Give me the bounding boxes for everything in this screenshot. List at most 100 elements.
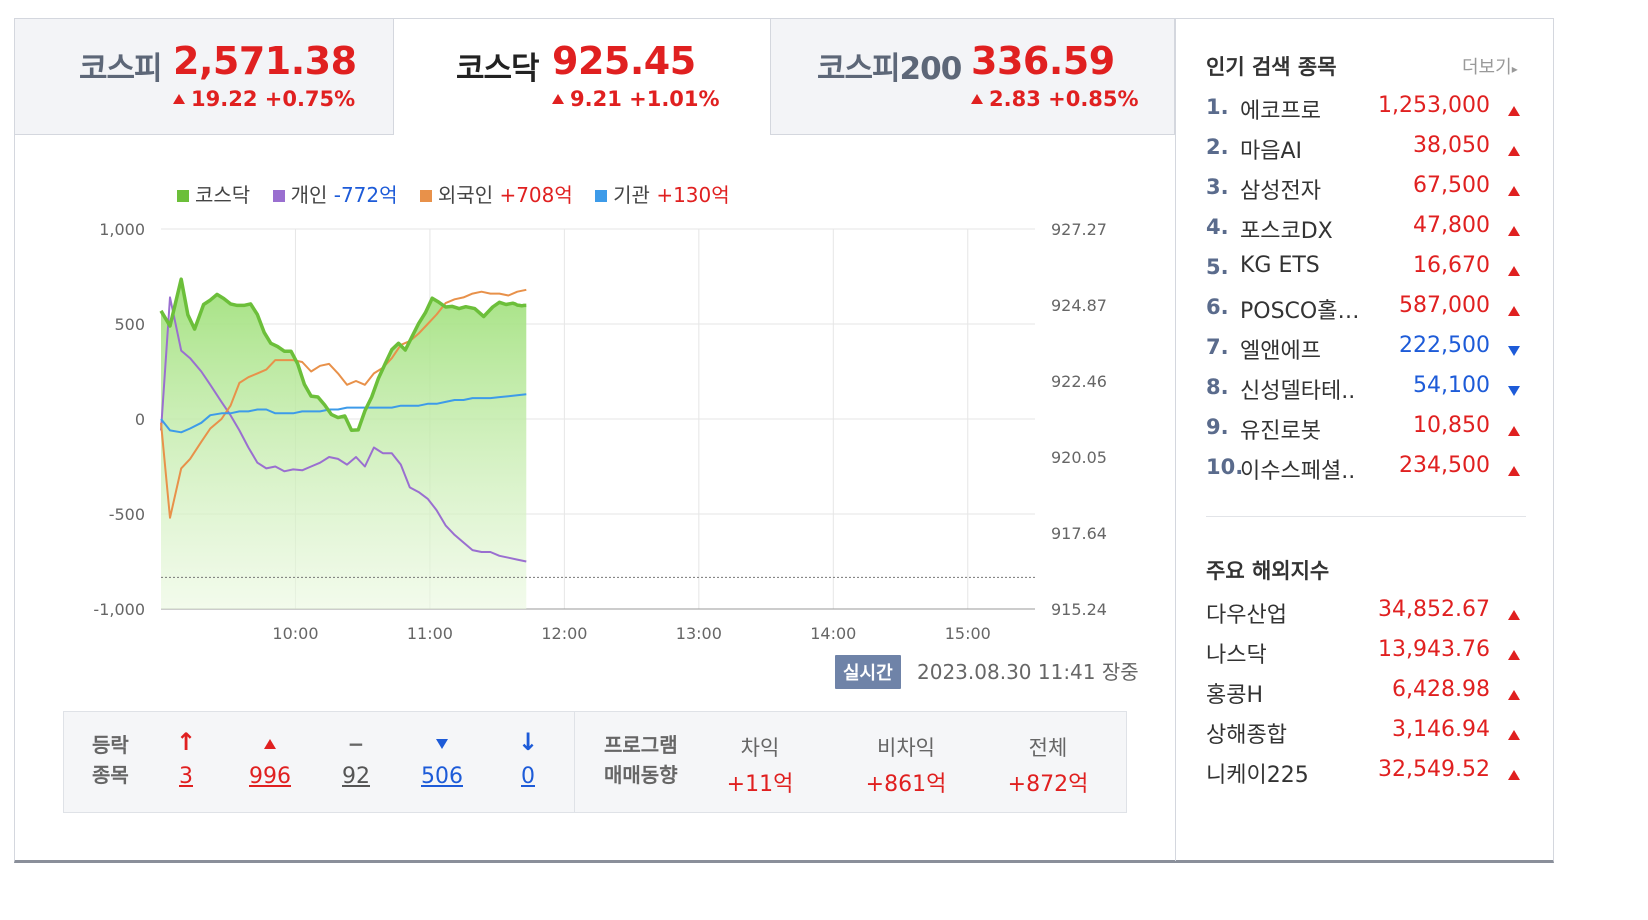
list-item[interactable]: 니케이225 32,549.52: [1206, 753, 1526, 793]
stock-name[interactable]: 에코프로: [1240, 99, 1321, 124]
legend-individual-value: -772억: [333, 183, 398, 207]
tab-kospi200[interactable]: 코스피200 336.59 2.83 +0.85%: [771, 19, 1175, 135]
index-name[interactable]: 홍콩H: [1206, 683, 1264, 708]
stock-name[interactable]: POSCO홀…: [1240, 299, 1360, 324]
index-value: 13,943.76: [1378, 637, 1490, 662]
legend-foreign: 외국인 +708억: [419, 179, 573, 208]
stock-price: 54,100: [1413, 373, 1490, 398]
rank: 4.: [1206, 215, 1229, 239]
stock-name[interactable]: 포스코DX: [1240, 219, 1333, 244]
rank: 6.: [1206, 295, 1229, 319]
legend-institution: 기관 +130억: [595, 179, 730, 208]
tab-kosdaq-name: 코스닥: [456, 51, 540, 87]
list-item[interactable]: 10. 이수스페셜.. 234,500: [1206, 449, 1526, 489]
legend-foreign-label: 외국인: [437, 183, 494, 207]
program-value-total: +872억: [1007, 772, 1089, 797]
rank: 9.: [1206, 415, 1229, 439]
rank: 7.: [1206, 335, 1229, 359]
tab-kospi[interactable]: 코스피 2,571.38 19.22 +0.75%: [15, 19, 394, 135]
up-triangle-icon: [1508, 723, 1520, 748]
list-item[interactable]: 다우산업 34,852.67: [1206, 593, 1526, 633]
up-triangle-icon: [173, 94, 185, 104]
series-line-3: [160, 393, 527, 434]
list-item[interactable]: 나스닥 13,943.76: [1206, 633, 1526, 673]
stock-name[interactable]: 신성델타테..: [1240, 379, 1356, 404]
realtime-badge: 실시간: [835, 655, 901, 689]
timestamp-text: 2023.08.30 11:41: [917, 660, 1096, 684]
y-right-tick-label: 917.64: [1051, 524, 1107, 543]
stock-price: 222,500: [1399, 333, 1490, 358]
down-triangle-icon: [1508, 379, 1520, 404]
index-name[interactable]: 나스닥: [1206, 643, 1267, 668]
tab-kospi200-value: 336.59: [971, 39, 1115, 83]
rank: 3.: [1206, 175, 1229, 199]
y-right-tick-label: 915.24: [1051, 600, 1107, 619]
tab-kosdaq-change: 9.21 +1.01%: [552, 87, 720, 111]
list-item[interactable]: 5. KG ETS 16,670: [1206, 249, 1526, 289]
flat-count[interactable]: 92: [342, 764, 370, 789]
index-value: 3,146.94: [1392, 717, 1490, 742]
series-line-0: [159, 277, 527, 432]
up-triangle-icon: [1508, 99, 1520, 124]
tab-kospi-change-text: 19.22 +0.75%: [191, 87, 356, 111]
list-item[interactable]: 상해종합 3,146.94: [1206, 713, 1526, 753]
chevron-right-icon: ▸: [1511, 62, 1518, 76]
more-link[interactable]: 더보기▸: [1462, 53, 1518, 79]
index-name[interactable]: 상해종합: [1206, 723, 1287, 748]
up-triangle-icon: [1508, 299, 1520, 324]
index-name[interactable]: 니케이225: [1206, 763, 1309, 788]
stock-name[interactable]: KG ETS: [1240, 253, 1320, 278]
breadth-label: 등락 종목: [92, 730, 129, 790]
y-right-tick-label: 922.46: [1051, 372, 1107, 391]
index-value: 34,852.67: [1378, 597, 1490, 622]
realtime-timestamp: 2023.08.30 11:41 장중: [917, 656, 1139, 685]
list-item[interactable]: 홍콩H 6,428.98: [1206, 673, 1526, 713]
stock-name[interactable]: 유진로봇: [1240, 419, 1321, 444]
list-item[interactable]: 8. 신성델타테.. 54,100: [1206, 369, 1526, 409]
stock-price: 47,800: [1413, 213, 1490, 238]
index-value: 32,549.52: [1378, 757, 1490, 782]
list-item[interactable]: 4. 포스코DX 47,800: [1206, 209, 1526, 249]
lower-limit-count[interactable]: 0: [521, 764, 535, 789]
legend-institution-label: 기관: [613, 183, 650, 207]
stock-name[interactable]: 삼성전자: [1240, 179, 1321, 204]
list-item[interactable]: 3. 삼성전자 67,500: [1206, 169, 1526, 209]
y-left-tick-label: -1,000: [93, 600, 145, 619]
x-tick-label: 13:00: [676, 624, 722, 643]
y-right-tick-label: 927.27: [1051, 220, 1107, 239]
stock-price: 234,500: [1399, 453, 1490, 478]
down-count[interactable]: 506: [421, 764, 463, 789]
program-value-arbitrage: +11억: [726, 772, 794, 797]
legend-foreign-value: +708억: [499, 183, 573, 207]
legend-swatch: [419, 190, 432, 202]
stock-price: 16,670: [1413, 253, 1490, 278]
tab-kosdaq-value: 925.45: [552, 39, 696, 83]
investor-flow-chart: 1,000 500 0 -500 -1,000 927.27 924.87 922.46 920…: [93, 220, 1107, 643]
list-item[interactable]: 9. 유진로봇 10,850: [1206, 409, 1526, 449]
lower-limit-arrow-icon: ↓: [517, 728, 539, 756]
list-item[interactable]: 1. 에코프로 1,253,000: [1206, 89, 1526, 129]
tab-kospi200-change-text: 2.83 +0.85%: [989, 87, 1139, 111]
list-item[interactable]: 2. 마음AI 38,050: [1206, 129, 1526, 169]
stock-name[interactable]: 이수스페셜..: [1240, 459, 1356, 484]
legend-institution-value: +130억: [656, 183, 730, 207]
up-triangle-icon: [1508, 179, 1520, 204]
tab-kosdaq[interactable]: 코스닥 925.45 9.21 +1.01%: [394, 19, 771, 135]
more-link-text: 더보기: [1462, 57, 1512, 78]
x-tick-label: 14:00: [810, 624, 856, 643]
legend-individual-label: 개인: [290, 183, 328, 207]
stock-name[interactable]: 마음AI: [1240, 139, 1303, 164]
list-item[interactable]: 6. POSCO홀… 587,000: [1206, 289, 1526, 329]
list-item[interactable]: 7. 엘앤에프 222,500: [1206, 329, 1526, 369]
tab-kosdaq-change-text: 9.21 +1.01%: [570, 87, 720, 111]
popular-title: 인기 검색 종목: [1206, 55, 1337, 79]
x-tick-label: 15:00: [945, 624, 991, 643]
up-triangle-icon: [971, 94, 983, 104]
stock-name[interactable]: 엘앤에프: [1240, 339, 1321, 364]
index-name[interactable]: 다우산업: [1206, 603, 1287, 628]
y-right-tick-label: 920.05: [1051, 448, 1107, 467]
upper-limit-count[interactable]: 3: [179, 764, 193, 789]
stock-price: 1,253,000: [1378, 93, 1490, 118]
upper-limit-arrow-icon: ↑: [175, 728, 197, 756]
up-count[interactable]: 996: [249, 764, 291, 789]
